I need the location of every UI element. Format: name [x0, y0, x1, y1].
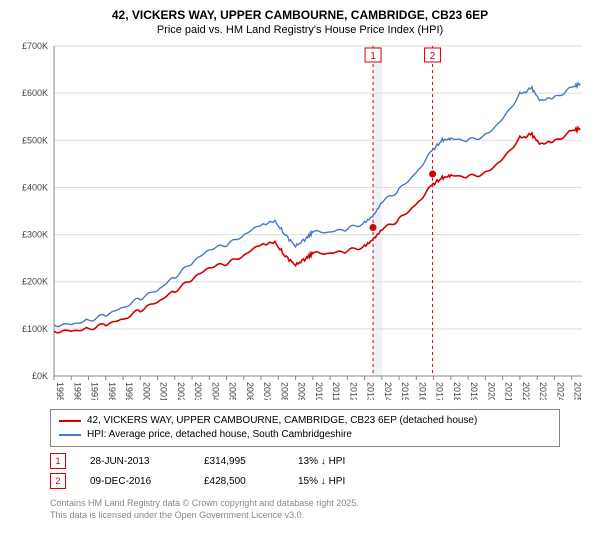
sale-pct: 13% ↓ HPI [298, 456, 378, 467]
legend-swatch [59, 434, 81, 436]
svg-text:2000: 2000 [141, 382, 151, 400]
footer-line-1: Contains HM Land Registry data © Crown c… [50, 497, 560, 509]
sale-row: 1 28-JUN-2013 £314,995 13% ↓ HPI [50, 451, 560, 471]
svg-text:2006: 2006 [245, 382, 255, 400]
svg-text:2009: 2009 [297, 382, 307, 400]
legend-swatch [59, 420, 81, 422]
sales-table: 1 28-JUN-2013 £314,995 13% ↓ HPI 2 09-DEC-201… [50, 451, 560, 491]
svg-text:£300K: £300K [22, 230, 48, 240]
svg-text:2024: 2024 [555, 382, 565, 400]
sale-price: £428,500 [204, 476, 274, 487]
svg-text:2001: 2001 [159, 382, 169, 400]
legend-label: 42, VICKERS WAY, UPPER CAMBOURNE, CAMBRI… [87, 414, 477, 428]
svg-text:2007: 2007 [262, 382, 272, 400]
license-footer: Contains HM Land Registry data © Crown c… [50, 497, 560, 521]
svg-text:2022: 2022 [521, 382, 531, 400]
svg-text:2016: 2016 [417, 382, 427, 400]
sale-row: 2 09-DEC-2016 £428,500 15% ↓ HPI [50, 471, 560, 491]
svg-text:2011: 2011 [331, 382, 341, 400]
chart-area: £0K £100K £200K £300K £400K £500K £600K £700K 19… [10, 40, 590, 405]
chart-subtitle: Price paid vs. HM Land Registry's House … [10, 24, 590, 36]
chart-title: 42, VICKERS WAY, UPPER CAMBOURNE, CAMBRI… [10, 8, 590, 22]
legend-box: 42, VICKERS WAY, UPPER CAMBOURNE, CAMBRI… [50, 409, 560, 447]
svg-text:£700K: £700K [22, 41, 48, 51]
svg-text:2013: 2013 [366, 382, 376, 400]
sale-date: 28-JUN-2013 [90, 456, 180, 467]
svg-text:2004: 2004 [210, 382, 220, 400]
svg-text:2020: 2020 [486, 382, 496, 400]
sale-marker: 1 [50, 453, 66, 469]
svg-text:2023: 2023 [538, 382, 548, 400]
svg-text:1998: 1998 [107, 382, 117, 400]
sale-date: 09-DEC-2016 [90, 476, 180, 487]
svg-text:£500K: £500K [22, 135, 48, 145]
svg-text:£100K: £100K [22, 324, 48, 334]
sale-marker: 2 [50, 473, 66, 489]
line-chart: £0K £100K £200K £300K £400K £500K £600K £700K 19… [10, 40, 590, 400]
svg-text:2018: 2018 [452, 382, 462, 400]
sale-pct: 15% ↓ HPI [298, 476, 378, 487]
svg-text:2019: 2019 [469, 382, 479, 400]
legend-row: HPI: Average price, detached house, Sout… [59, 428, 551, 442]
svg-text:2017: 2017 [435, 382, 445, 400]
svg-text:2008: 2008 [279, 382, 289, 400]
svg-text:2025: 2025 [573, 382, 583, 400]
svg-text:2015: 2015 [400, 382, 410, 400]
svg-text:£0K: £0K [32, 371, 48, 381]
svg-text:2005: 2005 [228, 382, 238, 400]
svg-text:1: 1 [370, 51, 376, 62]
svg-text:1995: 1995 [55, 382, 65, 400]
footer-line-2: This data is licensed under the Open Gov… [50, 509, 560, 521]
svg-text:1999: 1999 [124, 382, 134, 400]
svg-text:£200K: £200K [22, 277, 48, 287]
svg-text:2010: 2010 [314, 382, 324, 400]
svg-text:2002: 2002 [176, 382, 186, 400]
legend-label: HPI: Average price, detached house, Sout… [87, 428, 352, 442]
svg-text:£600K: £600K [22, 88, 48, 98]
svg-text:£400K: £400K [22, 182, 48, 192]
svg-text:1996: 1996 [72, 382, 82, 400]
svg-text:1997: 1997 [90, 382, 100, 400]
legend-row: 42, VICKERS WAY, UPPER CAMBOURNE, CAMBRI… [59, 414, 551, 428]
svg-text:2021: 2021 [504, 382, 514, 400]
svg-text:2012: 2012 [348, 382, 358, 400]
svg-text:2: 2 [430, 51, 436, 62]
sale-price: £314,995 [204, 456, 274, 467]
svg-text:2003: 2003 [193, 382, 203, 400]
svg-text:2014: 2014 [383, 382, 393, 400]
